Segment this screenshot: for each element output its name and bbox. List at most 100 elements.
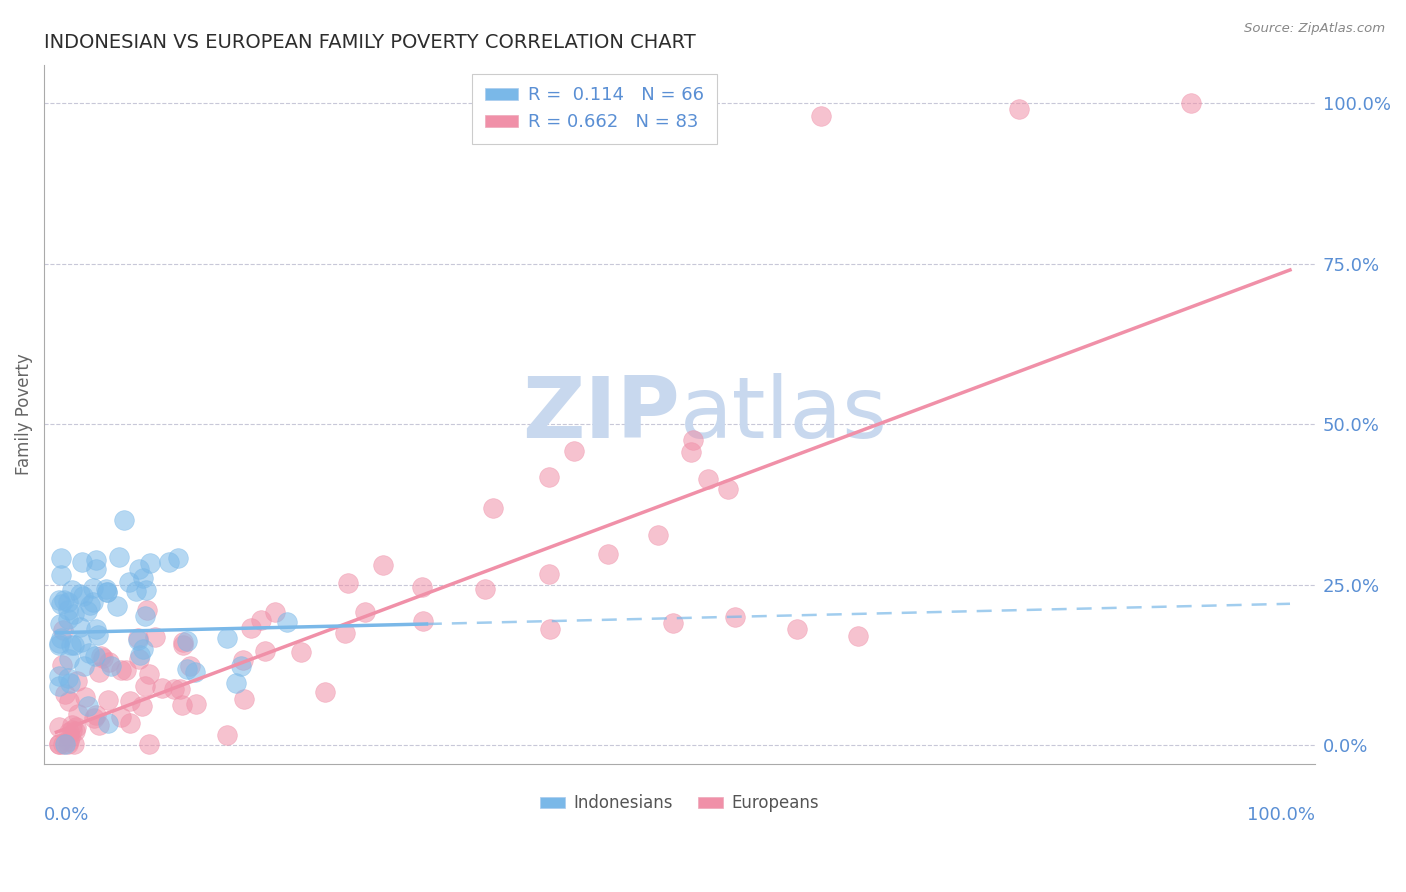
Point	[120, 694, 142, 708]
Point	[58, 652, 80, 666]
Point	[240, 621, 263, 635]
Point	[66, 707, 89, 722]
Text: 0.0%: 0.0%	[44, 806, 90, 824]
Point	[125, 583, 148, 598]
Point	[562, 444, 585, 458]
Point	[56, 672, 79, 686]
Point	[52, 624, 75, 638]
Point	[215, 728, 238, 742]
Point	[62, 737, 84, 751]
Point	[143, 630, 166, 644]
Point	[337, 575, 360, 590]
Point	[72, 555, 94, 569]
Point	[172, 698, 194, 713]
Point	[129, 648, 152, 662]
Point	[105, 599, 128, 614]
Point	[49, 551, 72, 566]
Point	[48, 592, 70, 607]
Point	[48, 635, 70, 649]
Point	[56, 603, 79, 617]
Point	[96, 716, 118, 731]
Point	[482, 501, 505, 516]
Point	[134, 609, 156, 624]
Point	[56, 612, 79, 626]
Point	[335, 625, 357, 640]
Point	[79, 646, 101, 660]
Point	[598, 547, 620, 561]
Point	[250, 613, 273, 627]
Point	[115, 663, 138, 677]
Point	[59, 675, 82, 690]
Point	[48, 669, 70, 683]
Point	[127, 632, 149, 647]
Point	[65, 720, 87, 734]
Point	[58, 724, 80, 739]
Point	[48, 720, 70, 734]
Point	[96, 584, 118, 599]
Point	[157, 555, 180, 569]
Point	[373, 558, 395, 573]
Point	[176, 633, 198, 648]
Point	[276, 615, 298, 629]
Point	[56, 737, 79, 751]
Point	[167, 550, 190, 565]
Text: 100.0%: 100.0%	[1247, 806, 1315, 824]
Point	[97, 693, 120, 707]
Point	[59, 638, 82, 652]
Point	[537, 469, 560, 483]
Point	[233, 691, 256, 706]
Point	[84, 708, 107, 723]
Text: Source: ZipAtlas.com: Source: ZipAtlas.com	[1244, 22, 1385, 36]
Point	[1007, 103, 1029, 117]
Point	[136, 602, 159, 616]
Point	[231, 659, 253, 673]
Point	[96, 584, 118, 599]
Point	[55, 737, 77, 751]
Point	[59, 730, 82, 744]
Point	[63, 723, 86, 738]
Point	[131, 571, 153, 585]
Point	[58, 694, 80, 708]
Point	[84, 553, 107, 567]
Point	[314, 685, 336, 699]
Point	[138, 666, 160, 681]
Point	[131, 699, 153, 714]
Point	[48, 737, 70, 751]
Point	[98, 656, 121, 670]
Point	[354, 605, 377, 619]
Point	[127, 631, 149, 645]
Point	[49, 617, 72, 632]
Point	[58, 595, 80, 609]
Point	[176, 662, 198, 676]
Point	[48, 679, 70, 693]
Point	[72, 589, 94, 603]
Point	[82, 595, 104, 609]
Point	[412, 614, 434, 628]
Point	[118, 716, 141, 731]
Point	[183, 665, 205, 680]
Point	[53, 593, 76, 607]
Point	[48, 638, 70, 652]
Point	[172, 638, 194, 652]
Point	[411, 580, 433, 594]
Point	[696, 472, 718, 486]
Point	[184, 698, 207, 712]
Point	[290, 645, 312, 659]
Point	[55, 687, 77, 701]
Point	[172, 635, 194, 649]
Point	[66, 673, 89, 688]
Point	[110, 710, 132, 724]
Point	[87, 665, 110, 680]
Point	[128, 562, 150, 576]
Point	[84, 622, 107, 636]
Point	[76, 604, 98, 618]
Point	[73, 690, 96, 705]
Point	[58, 733, 80, 747]
Point	[79, 599, 101, 613]
Point	[810, 109, 832, 123]
Point	[112, 513, 135, 527]
Point	[73, 659, 96, 673]
Point	[110, 663, 132, 677]
Point	[474, 582, 496, 596]
Point	[60, 723, 83, 738]
